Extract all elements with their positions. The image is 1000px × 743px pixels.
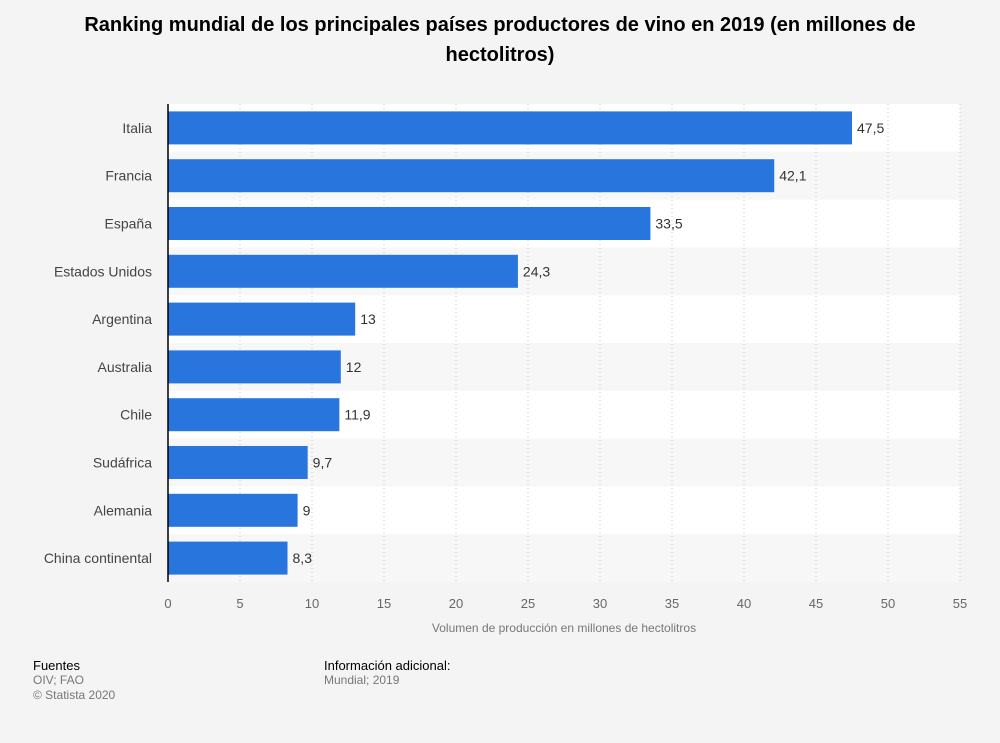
data-label: 11,9 bbox=[344, 407, 370, 423]
sources-heading: Fuentes bbox=[33, 658, 80, 673]
bar-estados-unidos[interactable] bbox=[168, 254, 518, 288]
y-category-label: España bbox=[105, 216, 153, 232]
info-heading: Información adicional: bbox=[324, 658, 451, 673]
info-text: Mundial; 2019 bbox=[324, 673, 400, 687]
bar-españa[interactable] bbox=[168, 207, 651, 240]
data-label: 42,1 bbox=[779, 168, 806, 184]
y-category-label: Italia bbox=[122, 120, 152, 136]
x-tick-label: 45 bbox=[809, 596, 823, 611]
sources-text[interactable]: OIV; FAO bbox=[33, 673, 84, 687]
x-tick-label: 20 bbox=[449, 596, 463, 611]
y-category-label: Australia bbox=[98, 359, 153, 375]
x-tick-label: 35 bbox=[665, 596, 679, 611]
bar-china-continental[interactable] bbox=[168, 541, 288, 575]
data-label: 9 bbox=[303, 502, 311, 518]
row-band bbox=[168, 534, 960, 582]
bar-australia[interactable] bbox=[168, 350, 341, 384]
y-category-label: China continental bbox=[44, 550, 152, 566]
data-label: 8,3 bbox=[293, 550, 313, 566]
x-tick-label: 25 bbox=[521, 596, 535, 611]
row-band bbox=[168, 486, 960, 535]
y-category-label: Francia bbox=[105, 168, 152, 184]
bar-chart: Italia 47,5 Francia 42,1 España 33,5 Estados U… bbox=[44, 104, 967, 635]
data-label: 9,7 bbox=[313, 455, 333, 471]
y-category-label: Estados Unidos bbox=[54, 263, 152, 279]
bar-chile[interactable] bbox=[168, 398, 340, 432]
x-tick-label: 5 bbox=[236, 596, 243, 611]
y-category-label: Sudáfrica bbox=[93, 455, 152, 471]
data-label: 47,5 bbox=[857, 120, 884, 136]
x-tick-label: 40 bbox=[737, 596, 751, 611]
data-label: 12 bbox=[346, 359, 362, 375]
bar-sudáfrica[interactable] bbox=[168, 446, 308, 479]
bar-italia[interactable] bbox=[168, 111, 852, 145]
sources-block: Fuentes OIV; FAO © Statista 2020 bbox=[33, 658, 115, 703]
chart-title: Ranking mundial de los principales paíse… bbox=[84, 14, 916, 66]
x-tick-label: 55 bbox=[953, 596, 967, 611]
y-category-label: Chile bbox=[120, 407, 152, 423]
data-label: 13 bbox=[360, 311, 376, 327]
x-tick-label: 0 bbox=[164, 596, 171, 611]
data-label: 24,3 bbox=[523, 263, 550, 279]
x-tick-label: 30 bbox=[593, 596, 607, 611]
data-label: 33,5 bbox=[655, 216, 682, 232]
y-category-label: Argentina bbox=[92, 311, 152, 327]
x-tick-label: 10 bbox=[305, 596, 319, 611]
x-tick-label: 50 bbox=[881, 596, 895, 611]
bar-alemania[interactable] bbox=[168, 493, 298, 527]
bar-argentina[interactable] bbox=[168, 302, 356, 336]
x-axis-label: Volumen de producción en millones de hec… bbox=[432, 621, 696, 635]
x-tick-label: 15 bbox=[377, 596, 391, 611]
bar-francia[interactable] bbox=[168, 159, 775, 193]
copyright-text: © Statista 2020 bbox=[33, 688, 116, 702]
y-category-label: Alemania bbox=[94, 502, 153, 518]
info-block: Información adicional: Mundial; 2019 bbox=[324, 658, 450, 688]
